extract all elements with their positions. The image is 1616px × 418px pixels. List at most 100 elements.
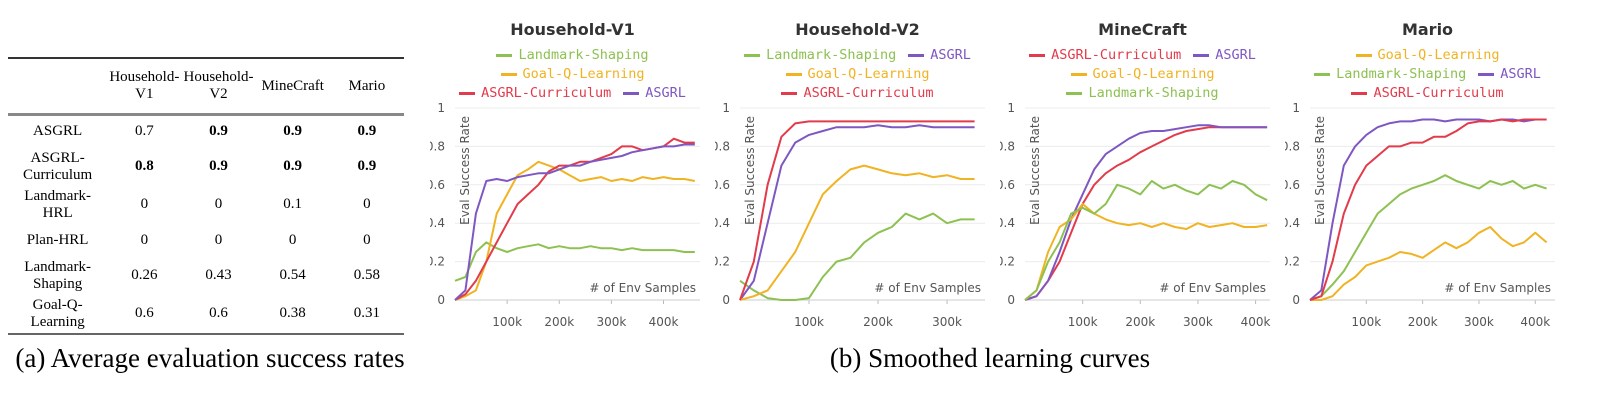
- table-row: ASGRL 0.7 0.9 0.9 0.9: [8, 115, 404, 148]
- y-tick-label: 0.2: [715, 255, 730, 269]
- y-tick-label: 0.8: [1000, 139, 1015, 153]
- y-tick-label: 0: [1292, 293, 1300, 307]
- x-tick-label: 300k: [1464, 315, 1494, 329]
- y-tick-label: 0: [722, 293, 730, 307]
- caption: (a) Average evaluation success rates: [15, 343, 405, 373]
- series-line: [1310, 226, 1548, 301]
- table-body: ASGRL 0.7 0.9 0.9 0.9 ASGRL-Curriculum 0.8 0.9 0…: [8, 115, 404, 334]
- y-tick-label: 0.6: [430, 178, 445, 192]
- legend-label: ASGRL-Curriculum: [803, 85, 934, 101]
- legend-swatch: [623, 92, 640, 95]
- chart-title: Household-V1: [510, 20, 635, 39]
- y-tick-label: 1: [1292, 101, 1300, 115]
- series-line: [1024, 126, 1268, 301]
- series-line: [739, 124, 975, 301]
- x-tick-label: 400k: [1520, 315, 1550, 329]
- y-tick-label: 0.8: [1285, 139, 1300, 153]
- table-cell: 0.9: [209, 123, 228, 140]
- legend: Landmark-Shaping Goal-Q-Learning ASGRL-Cur…: [430, 46, 715, 103]
- legend-item: Landmark-Shaping: [1314, 65, 1466, 84]
- series-line: [739, 120, 975, 301]
- column-header: Household-V2: [183, 69, 254, 102]
- y-tick-label: 1: [1007, 101, 1015, 115]
- legend-swatch: [1070, 73, 1087, 76]
- legend: Goal-Q-Learning Landmark-Shaping ASGRL ASGR…: [1285, 46, 1570, 103]
- legend-label: Landmark-Shaping: [518, 47, 649, 63]
- chart-panel: Household-V2 Landmark-Shaping ASGRL Goal-Q-…: [715, 0, 1000, 340]
- legend-item: Goal-Q-Learning: [1355, 46, 1499, 65]
- legend-label: Goal-Q-Learning: [522, 66, 645, 82]
- legend-swatch: [1478, 73, 1495, 76]
- legend-swatch: [1351, 92, 1368, 95]
- row-label: ASGRL-Curriculum: [23, 149, 93, 183]
- legend-swatch: [781, 92, 798, 95]
- legend-item: Goal-Q-Learning: [500, 65, 645, 84]
- y-tick-label: 0.4: [1285, 216, 1300, 230]
- caption: (b) Smoothed learning curves: [829, 343, 1151, 373]
- y-tick-label: 0.2: [430, 255, 445, 269]
- table-row: Landmark-HRL 0 0 0.1 0: [8, 186, 404, 224]
- header-row: Household-V1 Household-V2 MineCraft Mario: [8, 58, 404, 115]
- legend-swatch: [1314, 73, 1331, 76]
- chart-title: Household-V2: [795, 20, 920, 39]
- y-tick-label: 0.8: [430, 139, 445, 153]
- y-tick-label: 1: [722, 101, 730, 115]
- legend-item: ASGRL: [908, 46, 971, 65]
- table-cell: 0.6: [209, 305, 228, 321]
- x-axis-label: # of Env Samples: [1444, 281, 1551, 295]
- table-cell: 0.9: [283, 123, 303, 140]
- chart-title: Mario: [1401, 20, 1454, 39]
- table-cell: 0.9: [357, 123, 377, 140]
- table-cell: 0.7: [134, 123, 154, 140]
- legend-swatch: [908, 54, 925, 57]
- legend-swatch: [459, 92, 476, 95]
- table-cell: 0.9: [283, 158, 303, 174]
- row-label: Goal-Q-Learning: [30, 296, 85, 330]
- legend-item: ASGRL-Curriculum: [1351, 84, 1504, 103]
- row-label: Landmark-HRL: [24, 187, 91, 221]
- legend-label: Landmark-Shaping: [1088, 85, 1219, 101]
- x-tick-label: 400k: [1241, 315, 1271, 329]
- legend-item: Goal-Q-Learning: [1070, 65, 1215, 84]
- chart-title: MineCraft: [1098, 20, 1187, 39]
- series-line: [1024, 124, 1268, 301]
- legend-label: Goal-Q-Learning: [1092, 66, 1215, 82]
- column-header: MineCraft: [261, 77, 324, 94]
- x-tick-label: 300k: [1183, 315, 1213, 329]
- legend-label: ASGRL: [1215, 47, 1256, 63]
- x-tick-label: 300k: [596, 315, 626, 329]
- y-tick-label: 0.2: [1000, 255, 1015, 269]
- x-axis-label: # of Env Samples: [1159, 281, 1266, 295]
- legend-label: ASGRL-Curriculum: [1051, 47, 1182, 63]
- chart-panel: Household-V1 Landmark-Shaping Goal-Q-Learn…: [430, 0, 715, 340]
- column-header: Mario: [348, 77, 386, 94]
- series-line: [454, 137, 695, 301]
- table-cell: 0.9: [209, 158, 228, 174]
- legend-label: Landmark-Shaping: [766, 47, 897, 63]
- y-axis-label: Eval Success Rate: [743, 116, 757, 225]
- results-table: Household-V1 Household-V2 MineCraft Mario AS…: [8, 57, 404, 335]
- table-cell: 0.43: [205, 267, 232, 283]
- series-line: [454, 160, 695, 301]
- table-cell: 0: [214, 196, 223, 212]
- series-line: [1024, 180, 1268, 301]
- y-tick-label: 0.4: [1000, 216, 1015, 230]
- legend-label: Landmark-Shaping: [1336, 66, 1467, 82]
- x-tick-label: 200k: [1125, 315, 1155, 329]
- y-tick-label: 1: [437, 101, 445, 115]
- x-tick-label: 200k: [544, 315, 574, 329]
- table-row: Plan-HRL 0 0 0 0: [8, 224, 404, 257]
- row-label: Plan-HRL: [26, 231, 89, 248]
- legend-item: ASGRL-Curriculum: [781, 84, 934, 103]
- table-cell: 0: [140, 196, 149, 212]
- table-cell: 0.8: [134, 158, 154, 174]
- series-line: [1024, 203, 1268, 301]
- y-tick-label: 0.4: [430, 216, 445, 230]
- chart-panel: Mario Goal-Q-Learning Landmark-Shaping ASGR…: [1285, 0, 1570, 340]
- legend-label: Goal-Q-Learning: [807, 66, 930, 82]
- y-tick-label: 0.2: [1285, 255, 1300, 269]
- table-cell: 0: [140, 231, 149, 248]
- legend: Landmark-Shaping ASGRL Goal-Q-Learning ASGR…: [715, 46, 1000, 103]
- chart-plot: 0 0.2 0.4 0.6 0.8 1 100k 200k 300k 400k Eval Succe…: [1285, 101, 1555, 329]
